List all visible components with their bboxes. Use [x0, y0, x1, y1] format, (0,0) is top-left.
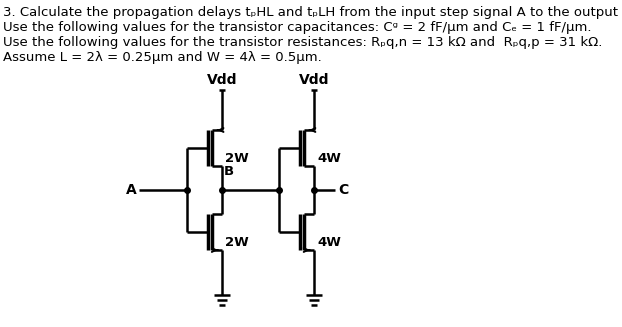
Text: 3. Calculate the propagation delays tₚHL and tₚLH from the input step signal A t: 3. Calculate the propagation delays tₚHL…: [3, 6, 622, 19]
Text: B: B: [224, 165, 234, 178]
Text: Vdd: Vdd: [299, 73, 329, 87]
Text: 2W: 2W: [225, 236, 249, 249]
Text: 2W: 2W: [225, 152, 249, 165]
Text: 4W: 4W: [317, 236, 341, 249]
Text: C: C: [338, 183, 348, 197]
Text: Vdd: Vdd: [207, 73, 238, 87]
Text: Use the following values for the transistor capacitances: Cᵍ = 2 fF/μm and Cₑ = : Use the following values for the transis…: [3, 21, 592, 34]
Text: Assume L = 2λ = 0.25μm and W = 4λ = 0.5μm.: Assume L = 2λ = 0.25μm and W = 4λ = 0.5μ…: [3, 51, 322, 64]
Text: Use the following values for the transistor resistances: Rₚq,n = 13 kΩ and  Rₚq,: Use the following values for the transis…: [3, 36, 602, 49]
Text: A: A: [126, 183, 136, 197]
Text: 4W: 4W: [317, 152, 341, 165]
